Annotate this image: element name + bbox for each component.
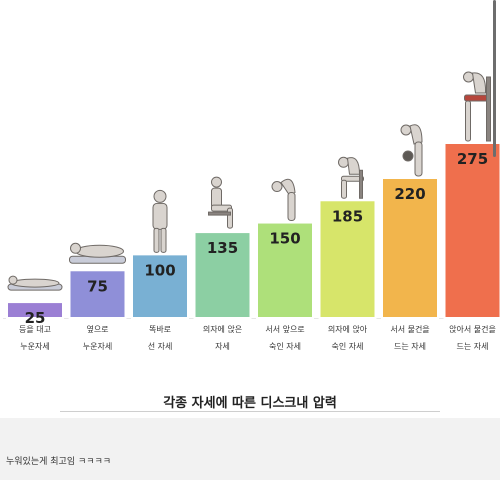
bar <box>443 142 500 319</box>
bar <box>131 253 189 319</box>
posture-standing-bent-icon <box>271 178 296 222</box>
bar-value-label: 25 <box>25 309 46 327</box>
category-label: 옆으로 누운자세 <box>83 324 112 351</box>
posture-sitting-bent-icon <box>338 156 364 199</box>
posture-lying-back-icon <box>7 275 63 291</box>
posture-sitting-icon <box>208 176 233 229</box>
bar-value-label: 135 <box>207 239 238 257</box>
bar-value-label: 220 <box>394 185 425 203</box>
bar <box>68 269 127 320</box>
comment-text: 누워있는게 최고임 ㅋㅋㅋㅋ <box>6 457 112 467</box>
bar <box>193 231 252 319</box>
posture-standing-icon <box>152 189 168 253</box>
posture-standing-lift-icon <box>400 124 423 177</box>
category-label: 등을 대고 누운자세 <box>19 325 51 351</box>
scrollbar-thumb[interactable] <box>493 0 496 157</box>
chart-title: 각종 자세에 따른 디스크내 압력 <box>163 396 337 411</box>
category-label: 앉아서 물건을 드는 자세 <box>449 324 496 351</box>
bar-value-label: 75 <box>87 277 108 295</box>
posture-sitting-lift-icon <box>463 71 491 142</box>
posture-lying-side-icon <box>69 242 126 264</box>
bar <box>256 221 314 319</box>
title-underline <box>60 411 440 412</box>
category-label: 의자에 앉은 자세 <box>203 324 242 351</box>
chart-panel: 25 등을 대고 누운자세 75 옆으로 누운자세 100 똑바로 선 자세 135 의자에 앉은 자… <box>3 71 500 412</box>
bar <box>318 199 377 319</box>
bar-value-label: 185 <box>332 207 363 225</box>
bar <box>6 301 64 320</box>
bar-value-label: 150 <box>269 230 300 248</box>
category-label: 서서 앞으로 숙인 자세 <box>265 324 304 351</box>
bar-value-label: 100 <box>144 261 175 279</box>
comment-area: 누워있는게 최고임 ㅋㅋㅋㅋ <box>0 430 500 480</box>
category-label: 의자에 앉아 숙인 자세 <box>328 324 368 351</box>
bar-value-label: 275 <box>457 150 488 168</box>
category-label: 서서 물건을 드는 자세 <box>390 324 429 351</box>
section-divider <box>0 418 500 430</box>
category-label: 똑바로 선 자세 <box>148 324 173 351</box>
bar <box>381 177 439 319</box>
